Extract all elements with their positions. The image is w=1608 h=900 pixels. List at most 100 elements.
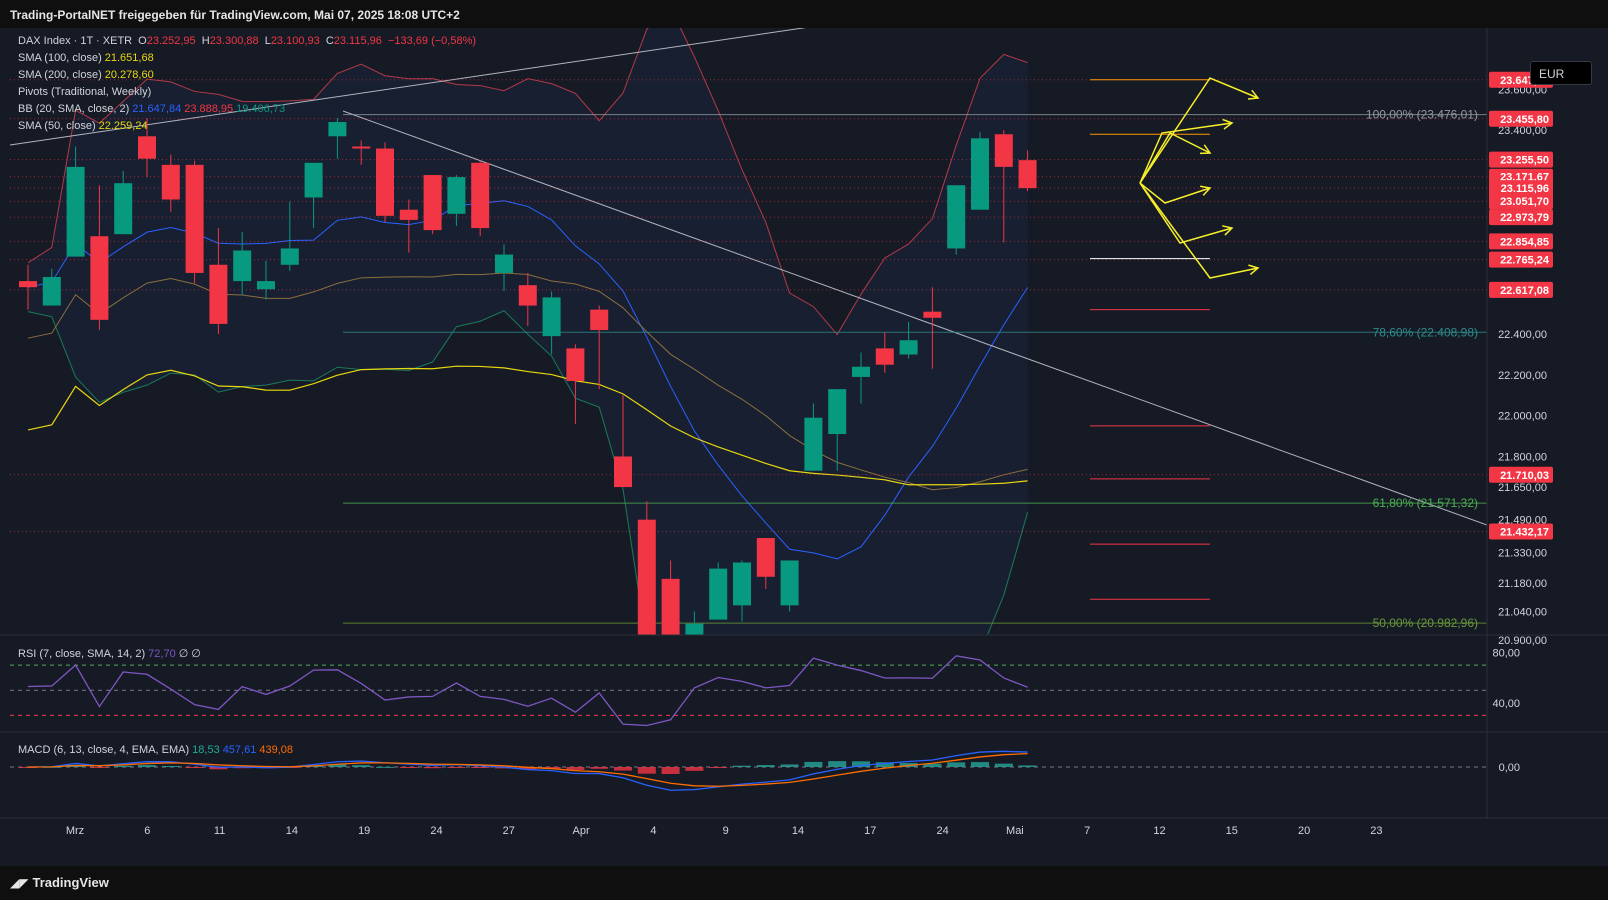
date-tick-2: 11 bbox=[214, 825, 225, 837]
candle-body-41 bbox=[994, 134, 1013, 167]
scenario-arrowhead-4 bbox=[1222, 225, 1234, 236]
date-tick-12: 24 bbox=[936, 825, 948, 837]
candle-body-32 bbox=[780, 560, 799, 606]
fib-label-1: 78,60% (22.408,98) bbox=[1373, 325, 1478, 339]
macd-hist-bar-28 bbox=[685, 767, 704, 771]
price-badge-label-1: 23.455,80 bbox=[1500, 114, 1549, 126]
price-badge-label-6: 22.973,79 bbox=[1500, 212, 1549, 224]
sma100-line bbox=[27, 365, 1028, 486]
candle-body-11 bbox=[280, 248, 299, 265]
tv-logo-icon: ◢◤ bbox=[10, 876, 29, 890]
symbol-legend[interactable]: DAX Index · 1T · XETR O23.252,95 H23.300… bbox=[18, 35, 477, 47]
currency-selector[interactable]: EUR bbox=[1530, 61, 1592, 85]
scenario-arrow-3 bbox=[1139, 182, 1211, 204]
candle-body-6 bbox=[161, 164, 180, 200]
price-badge-11 bbox=[1489, 523, 1553, 540]
fib-label-0: 100,00% (23.476,01) bbox=[1366, 108, 1478, 122]
candle-body-10 bbox=[257, 281, 275, 290]
price-badge-6 bbox=[1489, 209, 1553, 226]
scenario-arrow-2 bbox=[1139, 132, 1211, 184]
rsi-tick-40: 40,00 bbox=[1492, 698, 1520, 710]
date-tick-0: Mrz bbox=[66, 825, 84, 837]
candle-body-21 bbox=[518, 285, 537, 306]
price-badge-label-2: 23.255,50 bbox=[1500, 155, 1549, 167]
macd-hist-bar-21 bbox=[518, 767, 537, 770]
candle-body-17 bbox=[423, 175, 442, 231]
date-tick-18: 23 bbox=[1370, 825, 1382, 837]
price-tick-6: 21.650,00 bbox=[1498, 482, 1547, 494]
price-badge-label-10: 21.710,03 bbox=[1500, 470, 1549, 482]
price-tick-8: 21.330,00 bbox=[1498, 547, 1547, 559]
sma50-legend[interactable]: SMA (50, close) 22.259,24 bbox=[18, 120, 148, 132]
fib-label-2: 61,80% (21.571,32) bbox=[1373, 496, 1478, 510]
macd-hist-bar-15 bbox=[376, 766, 394, 768]
price-badge-10 bbox=[1489, 466, 1553, 483]
macd-hist-bar-6 bbox=[161, 765, 180, 767]
price-badge-label-8: 22.765,24 bbox=[1500, 255, 1550, 267]
macd-hist-bar-4 bbox=[114, 765, 133, 767]
price-tick-9: 21.180,00 bbox=[1498, 578, 1547, 590]
scenario-arrow-4 bbox=[1139, 182, 1233, 244]
chart-canvas[interactable]: 100,00% (23.476,01) 78,60% (22.408,98) 61,… bbox=[0, 28, 1608, 866]
date-tick-9: 9 bbox=[723, 825, 729, 837]
date-tick-11: 17 bbox=[864, 825, 876, 837]
pivots-legend[interactable]: Pivots (Traditional, Weekly) bbox=[18, 86, 152, 98]
share-title: Trading-PortalNET freigegeben für Tradin… bbox=[10, 8, 460, 22]
scenario-arrow-0 bbox=[1139, 77, 1259, 184]
scenario-arrowhead-0 bbox=[1247, 89, 1260, 100]
low-value: 23.100,93 bbox=[270, 35, 320, 47]
price-badge-5 bbox=[1489, 193, 1553, 210]
date-tick-15: 12 bbox=[1153, 825, 1165, 837]
fib-label-3: 50,00% (20.982,96) bbox=[1373, 616, 1478, 630]
date-tick-14: 7 bbox=[1084, 825, 1090, 837]
macd-legend[interactable]: MACD (6, 13, close, 4, EMA, EMA) 18,53 457… bbox=[18, 744, 293, 756]
candle-body-37 bbox=[899, 340, 918, 355]
macd-hist-bar-5 bbox=[138, 765, 156, 767]
candle-body-16 bbox=[399, 209, 418, 220]
candle-body-0 bbox=[19, 281, 37, 288]
bollinger-fill bbox=[28, 28, 1028, 635]
close-value: 23.115,96 bbox=[333, 35, 382, 47]
date-tick-13: Mai bbox=[1006, 825, 1024, 837]
candle-body-34 bbox=[828, 389, 847, 435]
candle-body-38 bbox=[923, 311, 942, 318]
price-badge-2 bbox=[1489, 151, 1553, 168]
sma100-legend[interactable]: SMA (100, close) 21.651,68 bbox=[18, 52, 154, 64]
scenario-arrowhead-3 bbox=[1200, 185, 1212, 196]
macd-hist-bar-41 bbox=[994, 763, 1013, 767]
macd-hist-bar-26 bbox=[637, 767, 656, 774]
date-tick-10: 14 bbox=[792, 825, 804, 837]
price-badge-label-11: 21.432,17 bbox=[1500, 526, 1549, 538]
candle-body-4 bbox=[114, 183, 133, 235]
candle-body-27 bbox=[661, 578, 680, 635]
rsi-legend[interactable]: RSI (7, close, SMA, 14, 2) 72,70 ∅ ∅ bbox=[18, 648, 201, 660]
date-tick-1: 6 bbox=[144, 825, 150, 837]
candle-body-40 bbox=[971, 138, 989, 210]
chart-area[interactable]: 100,00% (23.476,01) 78,60% (22.408,98) 61,… bbox=[0, 28, 1608, 866]
macd-hist-bar-31 bbox=[756, 765, 775, 767]
macd-hist-bar-40 bbox=[971, 762, 989, 767]
date-tick-3: 14 bbox=[286, 825, 298, 837]
macd-hist-bar-8 bbox=[209, 767, 228, 770]
candle-body-30 bbox=[733, 562, 751, 606]
tradingview-logo[interactable]: ◢◤ TradingView bbox=[10, 875, 109, 890]
macd-hist-bar-42 bbox=[1018, 765, 1037, 767]
macd-hist-bar-39 bbox=[947, 762, 966, 767]
macd-hist-bar-32 bbox=[780, 764, 799, 767]
candle-body-20 bbox=[495, 254, 513, 273]
price-tick-10: 21.040,00 bbox=[1498, 606, 1547, 618]
bollinger-upper-line bbox=[27, 28, 1028, 336]
macd-hist-bar-16 bbox=[399, 767, 418, 768]
candle-body-8 bbox=[209, 264, 228, 324]
macd-hist-bar-22 bbox=[542, 767, 561, 769]
candle-body-2 bbox=[66, 166, 85, 257]
scenario-arrowhead-5 bbox=[1248, 264, 1260, 276]
candle-body-14 bbox=[352, 146, 371, 149]
top-bar: Trading-PortalNET freigegeben für Tradin… bbox=[0, 0, 1608, 28]
candle-body-35 bbox=[852, 366, 870, 377]
macd-hist-bar-17 bbox=[423, 767, 442, 769]
bb-legend[interactable]: BB (20, SMA, close, 2) 21.647,84 23.888,95… bbox=[18, 103, 286, 115]
price-badge-label-4: 23.115,96 bbox=[1501, 183, 1549, 195]
sma200-legend[interactable]: SMA (200, close) 20.278,60 bbox=[18, 69, 154, 81]
candle-body-1 bbox=[42, 277, 61, 306]
